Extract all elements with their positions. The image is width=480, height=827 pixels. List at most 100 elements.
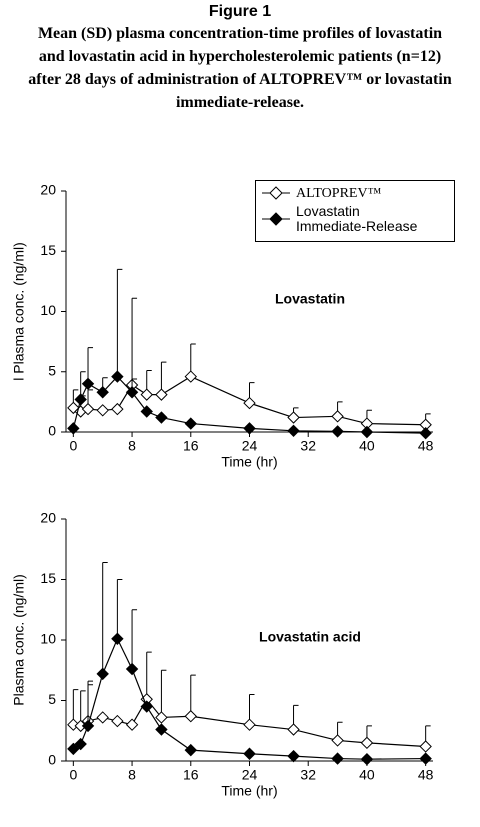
data-point [360, 752, 374, 766]
y-tick-label: 5 [48, 691, 56, 707]
error-bar [190, 674, 196, 717]
data-point [331, 734, 344, 747]
y-tick-label: 10 [40, 631, 56, 647]
data-point [111, 632, 124, 645]
legend-keys [262, 186, 290, 226]
x-tick-label: 0 [69, 767, 77, 783]
data-point [96, 711, 109, 724]
y-tick-label: 10 [40, 302, 56, 318]
data-point [74, 393, 87, 406]
y-tick-label: 15 [40, 242, 56, 258]
data-point [125, 718, 139, 731]
data-point [419, 426, 432, 440]
data-point [96, 667, 109, 681]
annotation: Lovastatin acid [259, 629, 361, 645]
x-tick-label: 48 [418, 767, 434, 783]
data-point [184, 710, 197, 723]
legend-marker [269, 186, 283, 200]
data-point [74, 737, 87, 751]
y-tick-label: 20 [40, 510, 56, 526]
y-tick-label: 15 [40, 570, 56, 586]
data-point [184, 370, 197, 383]
data-point [111, 370, 124, 383]
data-point [111, 402, 124, 416]
caption-line: Mean (SD) plasma concentration-time prof… [37, 25, 443, 42]
caption-line: after 28 days of administration of ALTOP… [28, 71, 452, 88]
figure-label: Figure 1 [208, 3, 272, 20]
figure-heading: Figure 1 Mean (SD) plasma concentration-… [0, 2, 480, 114]
x-tick-label: 8 [128, 767, 136, 783]
data-point [140, 388, 153, 401]
data-point [184, 417, 197, 430]
x-tick-label: 32 [300, 767, 316, 783]
data-point [140, 405, 153, 418]
data-point [125, 386, 139, 399]
series-line [73, 637, 426, 760]
error-bar [116, 579, 123, 639]
x-axis-label: Time (hr) [221, 454, 277, 470]
y-axis-label: Plasma conc. (ng/ml) [11, 574, 27, 705]
data-point [243, 718, 256, 731]
data-point [67, 422, 80, 435]
error-bar [102, 562, 108, 674]
x-tick-label: 24 [242, 767, 258, 783]
legend-marker [269, 212, 283, 226]
data-point [419, 740, 432, 753]
legend-label: ALTOPREV™ [296, 186, 382, 201]
data-point [111, 714, 124, 728]
x-tick-label: 48 [418, 438, 434, 454]
data-point [155, 411, 168, 424]
data-point [331, 425, 344, 438]
x-axis-label: Time (hr) [221, 783, 277, 799]
data-point [243, 396, 256, 410]
x-tick-label: 16 [183, 438, 199, 454]
x-tick-label: 16 [183, 767, 199, 783]
error-bar [87, 680, 94, 726]
y-tick-label: 0 [48, 752, 56, 768]
x-tick-label: 24 [242, 438, 258, 454]
data-point [81, 402, 95, 416]
data-point [243, 422, 256, 435]
data-point [67, 742, 80, 756]
data-point [184, 743, 197, 757]
data-point [81, 719, 95, 733]
data-point [155, 388, 168, 401]
data-point [287, 749, 300, 763]
data-point [140, 700, 153, 713]
data-point [81, 377, 95, 391]
error-bar [131, 297, 138, 386]
y-axis-label: l Plasma conc. (ng/ml) [11, 242, 27, 380]
data-point [287, 411, 300, 424]
data-point [360, 425, 374, 439]
data-point [243, 747, 256, 760]
x-tick-label: 40 [359, 438, 375, 454]
data-point [96, 404, 109, 417]
x-tick-label: 8 [128, 438, 136, 454]
data-point [331, 752, 344, 765]
legend: ALTOPREV™ Lovastatin Immediate-Release [255, 180, 455, 242]
data-point [96, 386, 109, 399]
data-point [360, 736, 374, 750]
caption-line: immediate-release. [175, 94, 305, 111]
data-point [287, 723, 300, 736]
x-tick-label: 40 [359, 767, 375, 783]
data-point [155, 711, 168, 724]
error-bar [160, 669, 167, 718]
error-bar [116, 268, 123, 377]
caption-line: and lovastatin acid in hypercholesterole… [38, 48, 442, 65]
annotation: Lovastatin [275, 291, 345, 307]
x-tick-label: 32 [300, 438, 316, 454]
data-point [287, 424, 300, 438]
data-point [125, 662, 139, 676]
y-tick-label: 5 [48, 362, 56, 378]
legend-label: Lovastatin Immediate-Release [296, 203, 418, 234]
error-bar [131, 609, 138, 670]
error-bar [146, 651, 152, 700]
y-tick-label: 20 [40, 182, 56, 198]
y-tick-label: 0 [48, 423, 56, 439]
x-tick-label: 0 [69, 438, 77, 454]
data-point [331, 410, 344, 423]
data-point [419, 752, 432, 765]
